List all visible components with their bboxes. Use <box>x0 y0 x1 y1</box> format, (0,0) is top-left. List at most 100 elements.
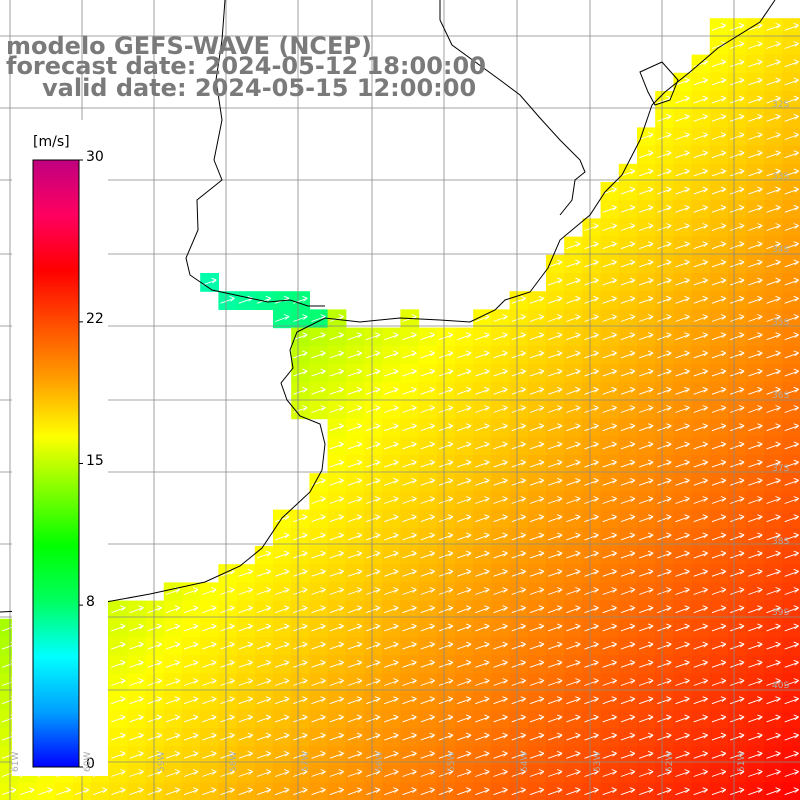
wind-arrow <box>347 532 363 541</box>
wind-arrow <box>566 259 581 268</box>
wind-arrow <box>293 696 308 705</box>
wind-arrow <box>529 641 545 650</box>
wind-arrow <box>784 441 799 450</box>
wind-arrow <box>365 714 381 723</box>
wind-arrow <box>274 532 290 541</box>
wind-arrow <box>438 732 454 741</box>
field-cell <box>655 782 674 800</box>
wind-arrow <box>711 678 727 686</box>
wind-arrow <box>748 678 763 686</box>
wind-arrow <box>748 186 763 195</box>
wind-arrow <box>220 659 235 668</box>
wind-arrow <box>384 386 399 395</box>
wind-arrow <box>729 314 745 322</box>
wind-arrow <box>638 696 654 705</box>
wind-arrow <box>329 732 344 741</box>
wind-arrow <box>748 259 763 268</box>
wind-arrow <box>529 386 545 395</box>
wind-arrow <box>748 641 763 650</box>
wind-arrow <box>329 386 344 395</box>
wind-arrow <box>529 295 545 304</box>
wind-arrow <box>711 405 727 413</box>
wind-arrow <box>493 532 508 541</box>
wind-arrow <box>475 350 490 359</box>
wind-arrow <box>111 641 126 650</box>
wind-arrow <box>657 769 672 777</box>
wind-arrow <box>329 787 344 796</box>
wind-arrow <box>766 750 781 759</box>
wind-arrow <box>256 696 272 705</box>
wind-arrow <box>475 550 490 559</box>
wind-arrow <box>456 532 472 541</box>
wind-arrow <box>602 696 617 705</box>
wind-arrow <box>675 132 690 140</box>
wind-arrow <box>402 678 417 686</box>
field-cell <box>182 782 201 800</box>
wind-arrow <box>547 386 563 395</box>
wind-arrow <box>456 678 472 686</box>
wind-arrow <box>657 423 672 432</box>
wind-arrow <box>748 787 763 796</box>
wind-arrow <box>329 459 344 468</box>
wind-arrow <box>711 223 727 231</box>
wind-arrow <box>748 496 763 504</box>
wind-arrow <box>38 787 53 796</box>
wind-arrow <box>748 332 763 341</box>
wind-arrow <box>566 568 581 577</box>
wind-arrow <box>547 459 563 468</box>
field-cell <box>218 782 238 800</box>
wind-arrow <box>456 405 472 413</box>
wind-arrow <box>238 587 253 595</box>
wind-arrow <box>438 696 454 705</box>
wind-arrow <box>620 605 636 614</box>
wind-arrow <box>638 769 654 777</box>
wind-arrow <box>766 204 781 213</box>
wind-arrow <box>748 204 763 213</box>
wind-arrow <box>529 314 545 322</box>
wind-arrow <box>766 714 781 723</box>
wind-arrow <box>766 423 781 432</box>
wind-arrow <box>748 514 763 523</box>
wind-arrow <box>529 368 545 377</box>
wind-arrow <box>529 750 545 759</box>
wind-arrow <box>220 787 235 796</box>
wind-arrow <box>293 314 308 322</box>
wind-arrow <box>220 568 235 577</box>
wind-arrow <box>711 332 727 341</box>
wind-arrow <box>529 532 545 541</box>
wind-arrow <box>293 659 308 668</box>
wind-arrow <box>183 641 199 650</box>
wind-arrow <box>183 587 199 595</box>
field-cell <box>364 782 383 800</box>
wind-arrow <box>711 186 727 195</box>
wind-arrow <box>365 332 381 341</box>
wind-arrow <box>202 714 217 723</box>
wind-arrow <box>329 659 344 668</box>
field-cell <box>200 782 219 800</box>
wind-arrow <box>420 623 435 632</box>
wind-arrow <box>620 678 636 686</box>
wind-arrow <box>729 532 745 541</box>
wind-arrow <box>675 623 690 632</box>
wind-arrow <box>729 77 745 86</box>
wind-arrow <box>329 496 344 504</box>
wind-arrow <box>693 168 708 177</box>
wind-arrow <box>493 750 508 759</box>
wind-arrow <box>657 477 672 486</box>
wind-arrow <box>566 514 581 523</box>
wind-arrow <box>620 750 636 759</box>
wind-arrow <box>493 659 508 668</box>
wind-arrow <box>329 623 344 632</box>
wind-arrow <box>493 769 508 777</box>
wind-arrow <box>475 368 490 377</box>
wind-arrow <box>365 787 381 796</box>
wind-arrow <box>329 332 344 341</box>
wind-arrow <box>584 405 599 413</box>
wind-arrow <box>420 550 435 559</box>
wind-arrow <box>493 514 508 523</box>
wind-arrow <box>602 368 617 377</box>
wind-arrow <box>675 550 690 559</box>
wind-arrow <box>420 386 435 395</box>
wind-arrow <box>384 678 399 686</box>
wind-arrow <box>129 605 144 614</box>
